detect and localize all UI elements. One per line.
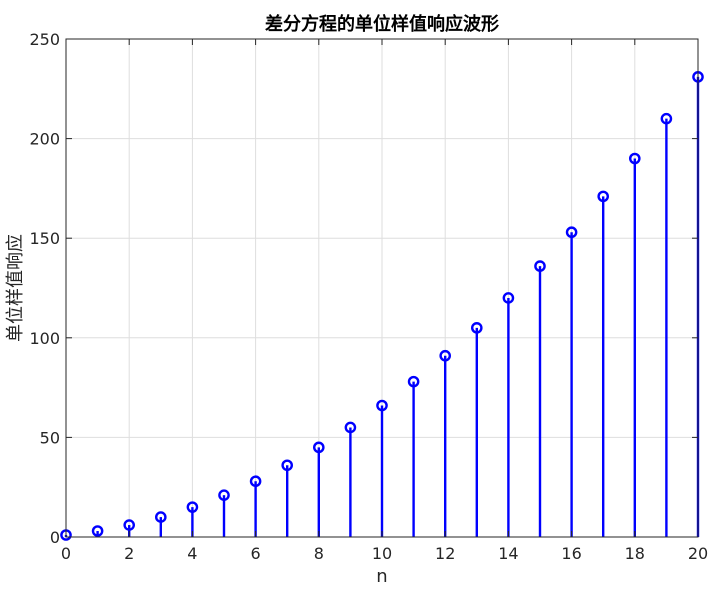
x-tick-label-8: 16 (561, 544, 581, 563)
stem-marker-0-19 (660, 112, 673, 125)
y-tick-label-0: 0 (50, 528, 60, 547)
stem-marker-0-12 (439, 349, 452, 362)
x-tick-label-6: 12 (435, 544, 455, 563)
x-tick-label-1: 2 (124, 544, 134, 563)
stem-marker-0-3 (154, 511, 167, 523)
stem-marker-0-14 (502, 292, 515, 304)
stem-marker-0-4 (186, 501, 199, 513)
x-tick-label-0: 0 (61, 544, 71, 563)
y-axis-label: 单位样值响应 (5, 234, 26, 342)
stem-marker-0-6 (249, 475, 262, 488)
y-tick-label-3: 150 (29, 229, 60, 248)
y-tick-label-2: 100 (29, 329, 60, 348)
stem-marker-0-9 (344, 421, 357, 434)
stem-marker-0-7 (281, 459, 294, 472)
chart-title: 差分方程的单位样值响应波形 (265, 13, 499, 35)
stem-marker-0-11 (407, 375, 420, 388)
x-tick-label-9: 18 (625, 544, 645, 563)
stem-marker-0-5 (218, 489, 230, 501)
x-tick-label-3: 6 (251, 544, 261, 563)
stem-marker-0-13 (470, 322, 483, 334)
x-tick-label-7: 14 (498, 544, 518, 563)
y-tick-label-4: 200 (29, 130, 60, 149)
y-tick-labels: 0 50 100 150 200 250 (29, 30, 60, 547)
stem-marker-0-1 (91, 525, 104, 537)
stem-marker-0-2 (123, 519, 135, 531)
x-tick-label-5: 10 (372, 544, 392, 563)
stem-marker-0-16 (565, 226, 578, 239)
stem-marker-0-18 (629, 152, 641, 165)
stem-marker-0-10 (376, 399, 388, 412)
markers (60, 71, 704, 541)
ticks (65, 38, 699, 538)
stem-marker-0-15 (534, 260, 546, 272)
x-tick-label-4: 8 (314, 544, 324, 563)
stem-marker-0-8 (312, 441, 325, 454)
x-axis-label: n (376, 566, 387, 587)
y-tick-label-1: 50 (40, 428, 60, 447)
y-tick-label-5: 250 (29, 30, 60, 49)
x-tick-label-10: 20 (688, 544, 708, 563)
x-tick-label-2: 4 (187, 544, 197, 563)
stem-marker-0-17 (597, 190, 610, 203)
x-tick-labels: 0 2 4 6 8 10 12 14 16 18 20 (61, 544, 708, 563)
